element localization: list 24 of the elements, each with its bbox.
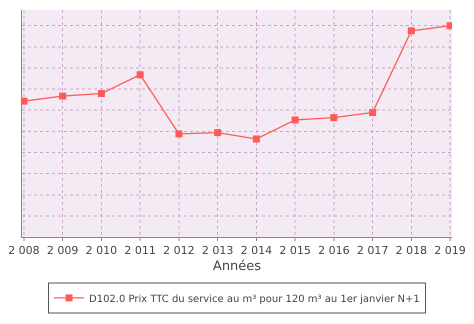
x-tick-label: 2 011 [124, 244, 156, 258]
x-tick-label: 2 008 [8, 244, 40, 258]
x-tick-label: 2 014 [240, 244, 272, 258]
x-tick-label: 2 012 [163, 244, 195, 258]
x-tick-label: 2 017 [356, 244, 388, 258]
point [369, 109, 376, 116]
point [292, 116, 299, 124]
x-tick-label: 2 013 [202, 244, 234, 258]
x-tick-label: 2 009 [46, 244, 78, 258]
x-tick-label: 2 010 [86, 244, 118, 258]
legend-label: D102.0 Prix TTC du service au m³ pour 120 m³ au 1er janvier N+1 [89, 294, 420, 305]
point [252, 135, 260, 142]
point [136, 71, 144, 78]
x-axis-title: Années [212, 258, 262, 274]
x-tick-label: 2 019 [434, 244, 466, 258]
point [214, 129, 222, 136]
x-tick-label: 2 018 [396, 244, 428, 258]
x-tick-label: 2 015 [279, 244, 311, 258]
point [408, 27, 415, 34]
point [175, 130, 182, 138]
point [330, 114, 338, 122]
x-tick-label: 2 016 [318, 244, 350, 258]
point [98, 90, 105, 98]
point [59, 92, 66, 100]
